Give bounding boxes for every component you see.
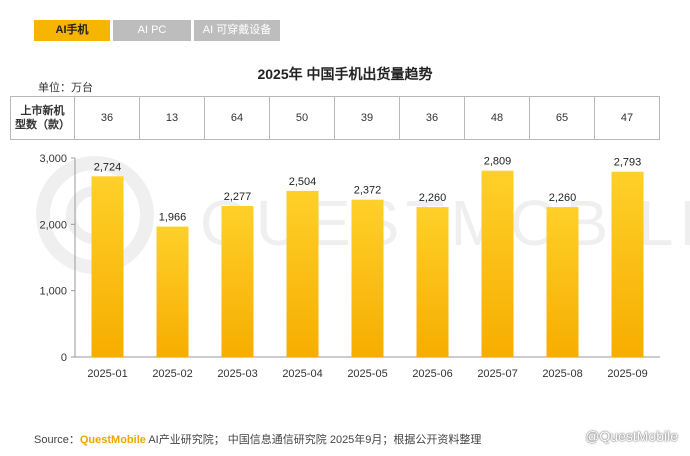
source-text: AI产业研究院； 中国信息通信研究院 2025年9月；根据公开资料整理 xyxy=(145,434,482,446)
bar-value-label: 2,372 xyxy=(354,185,382,197)
x-tick-label: 2025-09 xyxy=(607,368,647,380)
table-cell: 13 xyxy=(139,96,205,140)
y-tick-label: 0 xyxy=(61,352,67,364)
table-header-line1: 上市新机 xyxy=(20,105,65,117)
bar-value-label: 2,260 xyxy=(419,192,447,204)
x-tick-label: 2025-04 xyxy=(282,368,322,380)
table-cell: 36 xyxy=(74,96,140,140)
chart-title: 2025年 中国手机出货量趋势 xyxy=(257,66,433,82)
bar-value-label: 2,277 xyxy=(224,191,252,203)
source-brand: QuestMobile xyxy=(79,434,146,446)
table-cell: 47 xyxy=(594,96,660,140)
source-footer: Source：QuestMobile AI产业研究院； 中国信息通信研究院 20… xyxy=(34,431,481,447)
x-tick-label: 2025-05 xyxy=(347,368,387,380)
x-tick-label: 2025-01 xyxy=(87,368,127,380)
x-tick-label: 2025-07 xyxy=(477,368,517,380)
table-cell: 36 xyxy=(399,96,465,140)
bar-value-label: 2,724 xyxy=(94,161,122,173)
bar-2025-05 xyxy=(351,199,384,357)
table-cell: 39 xyxy=(334,96,400,140)
bar-2025-03 xyxy=(221,205,254,357)
bar-2025-08 xyxy=(546,207,579,357)
y-tick-label: 1,000 xyxy=(39,286,67,298)
tab-ai-pc[interactable]: AI PC xyxy=(113,20,191,41)
bar-value-label: 2,260 xyxy=(549,192,577,204)
table-cell: 65 xyxy=(529,96,595,140)
unit-label: 单位：万台 xyxy=(38,82,93,94)
tab-ai-phone[interactable]: AI手机 xyxy=(34,20,110,41)
bar-value-label: 1,966 xyxy=(159,212,187,224)
y-tick-label: 3,000 xyxy=(39,153,67,165)
bar-2025-02 xyxy=(156,226,189,357)
new-models-table: 上市新机 型数（款） 36 13 64 50 39 36 48 65 47 xyxy=(10,96,660,140)
x-tick-label: 2025-03 xyxy=(217,368,257,380)
category-tabs: AI手机 AI PC AI 可穿戴设备 xyxy=(34,20,280,41)
bar-value-label: 2,793 xyxy=(614,157,642,169)
bar-2025-06 xyxy=(416,207,449,357)
bar-2025-07 xyxy=(481,170,514,357)
bar-value-label: 2,809 xyxy=(484,156,512,168)
y-tick-label: 2,000 xyxy=(39,219,67,231)
bar-2025-04 xyxy=(286,190,319,357)
bar-2025-01 xyxy=(91,176,124,357)
table-header-line2: 型数（款） xyxy=(15,119,70,131)
bar-value-label: 2,504 xyxy=(289,176,317,188)
source-prefix: Source： xyxy=(34,434,80,446)
table-cell: 50 xyxy=(269,96,335,140)
x-tick-label: 2025-08 xyxy=(542,368,582,380)
bar-2025-09 xyxy=(611,171,644,357)
tab-ai-wearables[interactable]: AI 可穿戴设备 xyxy=(194,20,280,41)
table-cell: 48 xyxy=(464,96,530,140)
x-tick-label: 2025-06 xyxy=(412,368,452,380)
table-row: 上市新机 型数（款） 36 13 64 50 39 36 48 65 47 xyxy=(10,96,660,140)
x-tick-label: 2025-02 xyxy=(152,368,192,380)
credit-watermark: @QuestMobile xyxy=(585,428,678,444)
